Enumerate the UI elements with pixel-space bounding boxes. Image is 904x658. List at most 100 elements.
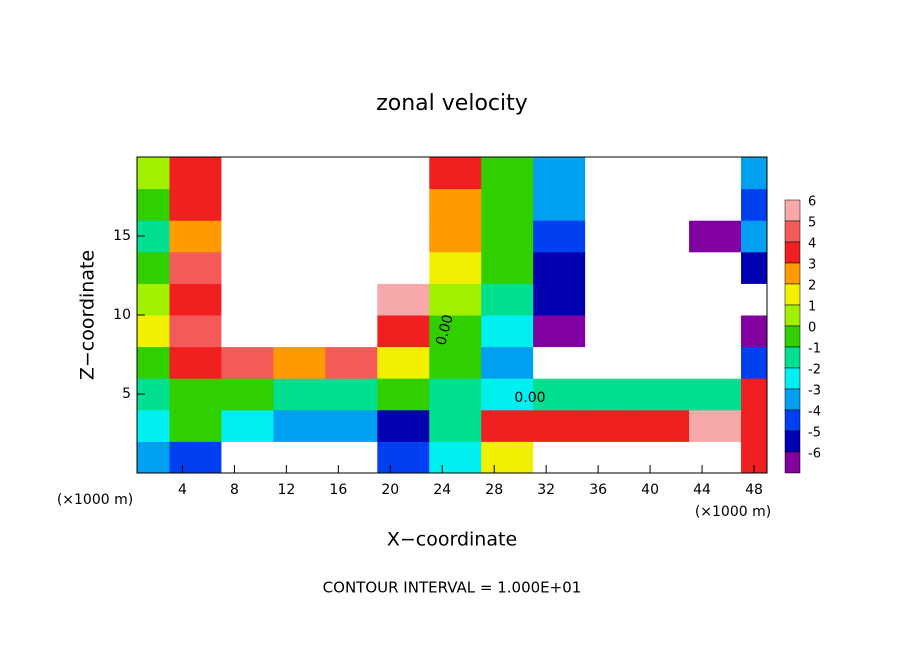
contour-cell — [273, 346, 326, 379]
colorbar-swatch — [784, 367, 801, 390]
contour-cell — [221, 409, 274, 442]
contour-cell — [689, 441, 742, 474]
contour-cell — [585, 441, 638, 474]
contour-cell — [325, 409, 378, 442]
contour-cell — [637, 409, 690, 442]
contour-cell — [169, 283, 222, 316]
colorbar-label: -3 — [808, 384, 821, 399]
x-axis-label: X−coordinate — [387, 529, 517, 551]
colorbar-swatch — [784, 325, 801, 348]
colorbar-swatch — [784, 199, 801, 222]
contour-cell — [741, 409, 768, 442]
contour-cell — [137, 409, 170, 442]
contour-cell — [137, 251, 170, 284]
contour-cell — [429, 441, 482, 474]
contour-cell — [481, 409, 534, 442]
contour-cell — [429, 220, 482, 253]
colorbar-label: 0 — [808, 321, 816, 336]
contour-cell — [169, 251, 222, 284]
contour-cell — [429, 346, 482, 379]
x-tick-label: 12 — [277, 482, 295, 498]
contour-cell — [325, 283, 378, 316]
footer: CONTOUR INTERVAL = 1.000E+01 — [323, 579, 582, 597]
contour-cell — [481, 251, 534, 284]
contour-cell — [481, 188, 534, 221]
contour-cell — [325, 441, 378, 474]
contour-cell — [273, 441, 326, 474]
contour-cell — [429, 315, 482, 348]
contour-cell — [221, 378, 274, 411]
colorbar-label: 1 — [808, 300, 816, 315]
x-tick-label: 16 — [329, 482, 347, 498]
x-tick-label: 4 — [178, 482, 187, 498]
contour-cell — [137, 315, 170, 348]
contour-cell — [221, 220, 274, 253]
contour-cell — [325, 188, 378, 221]
contour-cell — [637, 441, 690, 474]
contour-cell — [533, 157, 586, 190]
y-tick-label: 5 — [122, 386, 131, 402]
contour-cell — [169, 188, 222, 221]
colorbar-label: -2 — [808, 363, 821, 378]
contour-cell — [273, 188, 326, 221]
contour-cell — [377, 346, 430, 379]
contour-cell — [481, 283, 534, 316]
contour-cell — [585, 157, 638, 190]
contour-cell — [137, 188, 170, 221]
contour-cell — [273, 378, 326, 411]
contour-cell — [273, 220, 326, 253]
contour-cell — [169, 378, 222, 411]
contour-cell — [689, 378, 742, 411]
contour-cell — [741, 220, 768, 253]
contour-cell — [585, 188, 638, 221]
colorbar-swatch — [784, 262, 801, 285]
contour-cell — [137, 157, 170, 190]
contour-cell — [169, 220, 222, 253]
contour-cell — [689, 283, 742, 316]
contour-cell — [741, 283, 768, 316]
contour-cell — [585, 283, 638, 316]
contour-cell — [689, 315, 742, 348]
contour-cell — [585, 346, 638, 379]
colorbar-swatch — [784, 451, 801, 474]
y-axis-label: Z−coordinate — [77, 250, 99, 380]
colorbar-label: -6 — [808, 447, 821, 462]
contour-cell — [481, 346, 534, 379]
contour-cell — [325, 346, 378, 379]
contour-cell — [221, 157, 274, 190]
contour-cell — [137, 283, 170, 316]
contour-cell — [377, 188, 430, 221]
contour-cell — [533, 378, 586, 411]
contour-cell — [533, 188, 586, 221]
contour-cell — [429, 283, 482, 316]
contour-cell — [273, 251, 326, 284]
contour-cell — [637, 251, 690, 284]
contour-label: 0.00 — [433, 313, 457, 347]
contour-cell — [741, 188, 768, 221]
contour-cell — [585, 409, 638, 442]
contour-cell — [637, 315, 690, 348]
x-unit-label: (×1000 m) — [695, 504, 771, 520]
contour-cell — [377, 378, 430, 411]
contour-cell — [689, 346, 742, 379]
x-tick-label: 40 — [641, 482, 659, 498]
colorbar-swatch — [784, 388, 801, 411]
contour-cell — [533, 283, 586, 316]
contour-cell — [533, 315, 586, 348]
contour-cell — [273, 315, 326, 348]
colorbar-swatch — [784, 241, 801, 264]
contour-cell — [325, 378, 378, 411]
contour-cell — [741, 251, 768, 284]
contour-cell — [481, 157, 534, 190]
contour-cell — [689, 409, 742, 442]
x-tick-label: 24 — [433, 482, 451, 498]
contour-cell — [689, 251, 742, 284]
contour-cell — [273, 157, 326, 190]
x-tick-label: 44 — [693, 482, 711, 498]
contour-cell — [221, 283, 274, 316]
contour-cell — [585, 251, 638, 284]
contour-cell — [377, 315, 430, 348]
contour-cell — [741, 315, 768, 348]
contour-cell — [325, 315, 378, 348]
contour-cell — [221, 315, 274, 348]
